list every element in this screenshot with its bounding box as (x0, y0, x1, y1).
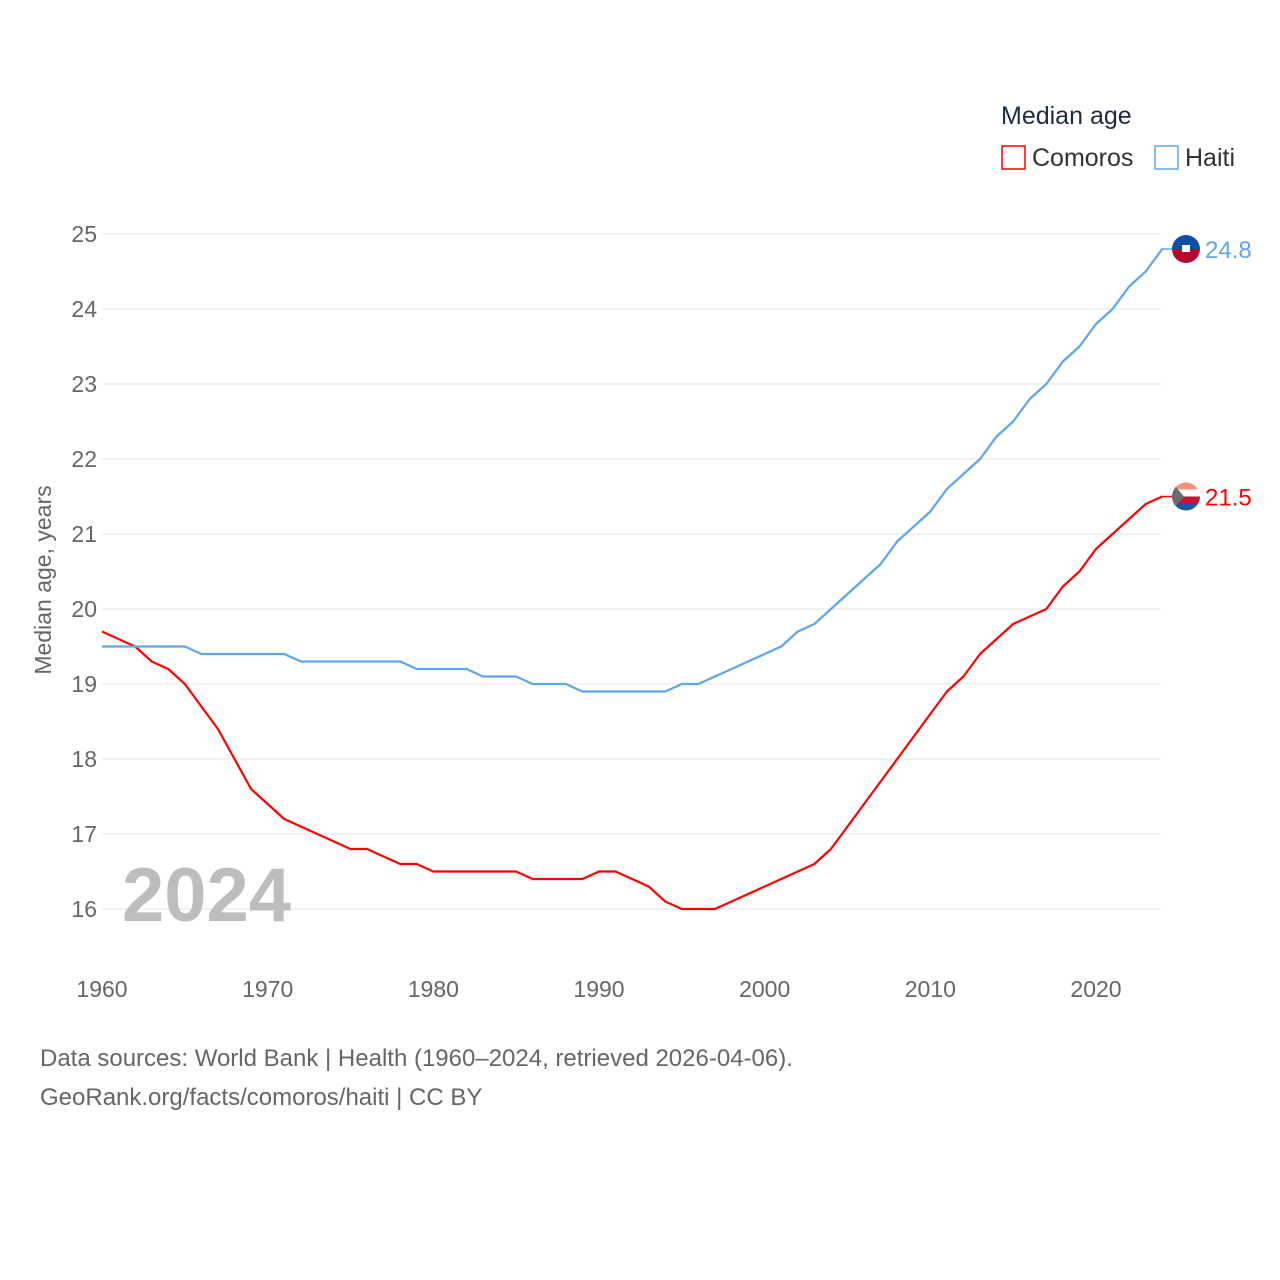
legend-swatch-haiti (1154, 145, 1179, 170)
legend-title: Median age (1001, 102, 1132, 130)
x-tick-label: 1970 (242, 976, 293, 1002)
flag-band (1172, 249, 1200, 263)
series-line-haiti (102, 248, 1164, 693)
y-tick-label: 24 (71, 296, 97, 322)
flag-emblem (1182, 245, 1190, 252)
x-axis: 1960 1970 1980 1990 2000 2010 2020 (76, 976, 1121, 1002)
y-tick-label: 22 (71, 446, 97, 472)
flag-comoros-icon (1172, 482, 1200, 511)
flag-fill (1172, 482, 1200, 511)
year-watermark: 2024 (122, 853, 291, 938)
x-tick-label: 2020 (1070, 976, 1121, 1002)
flag-band (1172, 496, 1200, 504)
flag-band (1172, 503, 1200, 511)
y-tick-label: 18 (71, 746, 97, 772)
y-tick-label: 19 (71, 671, 97, 697)
flag-band (1172, 489, 1200, 497)
y-tick-label: 17 (71, 821, 97, 847)
attribution[interactable]: GeoRank.org/facts/comoros/haiti | CC BY (40, 1084, 483, 1111)
y-tick-label: 23 (71, 371, 97, 397)
x-tick-label: 1980 (408, 976, 459, 1002)
series-lines (101, 248, 1164, 911)
y-tick-label: 25 (71, 221, 97, 247)
legend-label-comoros: Comoros (1032, 144, 1133, 172)
y-tick-label: 16 (71, 896, 97, 922)
x-tick-label: 2000 (739, 976, 790, 1002)
grid (102, 233, 1161, 910)
end-value-label-haiti: 24.8 (1205, 237, 1252, 264)
x-tick-label: 1990 (573, 976, 624, 1002)
y-tick-label: 20 (71, 596, 97, 622)
flag-haiti-icon (1172, 235, 1200, 263)
y-axis-label: Median age, years (30, 485, 56, 674)
y-axis: 16 17 18 19 20 21 22 23 24 25 (71, 221, 97, 922)
x-tick-label: 1960 (76, 976, 127, 1002)
x-tick-label: 2010 (905, 976, 956, 1002)
legend: Comoros Haiti (1001, 144, 1235, 172)
flag-band (1172, 235, 1200, 249)
flag-band (1172, 482, 1200, 490)
flag-fill (1172, 235, 1200, 263)
end-labels: 21.5 24.8 (1161, 235, 1252, 512)
legend-label-haiti: Haiti (1185, 144, 1235, 172)
source-note: Data sources: World Bank | Health (1960–… (40, 1045, 793, 1072)
series-line-comoros (101, 495, 1163, 911)
legend-swatch-comoros (1001, 145, 1026, 170)
y-tick-label: 21 (71, 521, 97, 547)
end-value-label-comoros: 21.5 (1205, 485, 1252, 512)
flag-triangle (1172, 482, 1184, 511)
